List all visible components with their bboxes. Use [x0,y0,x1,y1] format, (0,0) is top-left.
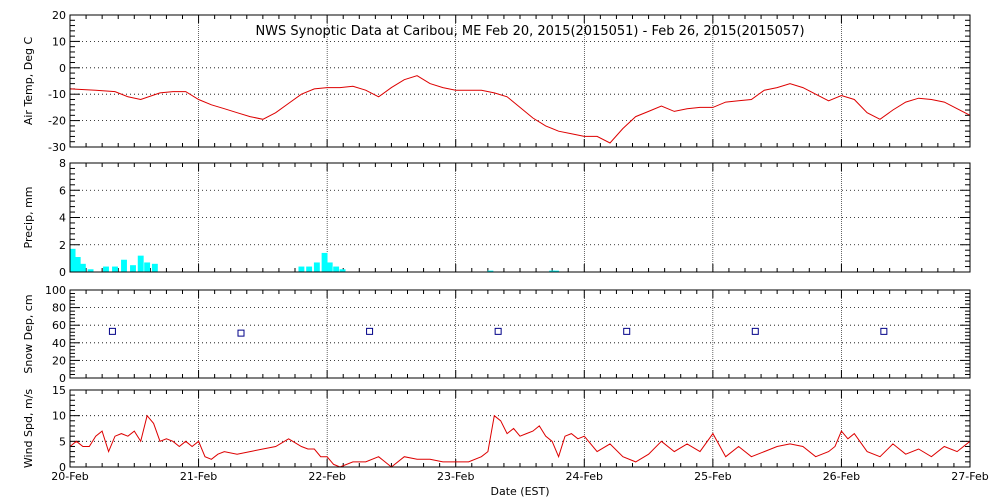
precip-bar [151,263,158,272]
precip-bar [321,252,328,272]
snow-depth-point [237,329,245,337]
precip-bar [121,259,127,272]
precip-bar [553,270,559,272]
series-line [69,75,971,144]
y-axis-label: Snow Dep, cm [22,294,35,373]
precip-bar [339,269,346,272]
y-tick-label: 0 [59,266,66,279]
x-tick-label: 20-Feb [51,470,88,483]
y-tick-label: 0 [59,372,66,385]
precip-bar [112,266,118,272]
x-tick-label: 27-Feb [951,470,988,483]
panel-frame [69,289,971,379]
y-tick-label: -20 [48,115,66,128]
precip-bar [137,255,144,272]
x-tick-label: 21-Feb [180,470,217,483]
x-axis-label: Date (EST) [490,485,549,498]
y-axis-label: Air Temp, Deg C [22,37,35,126]
y-tick-label: -10 [48,88,66,101]
y-tick-label: 20 [52,354,66,367]
y-tick-label: 0 [59,461,66,474]
x-tick-label: 24-Feb [566,470,603,483]
precip-bar [87,269,94,272]
snow-depth-point [366,327,374,335]
y-tick-label: 4 [59,212,66,225]
precip-bar [69,248,76,272]
snow-depth-point [494,327,502,335]
x-tick-label: 22-Feb [308,470,345,483]
precip-bar [79,263,86,272]
precip-bar [74,257,81,272]
precip-bar [313,262,320,272]
panel-frame [69,162,971,273]
precip-bar [130,265,136,272]
y-tick-label: 40 [52,337,66,350]
y-tick-label: 5 [59,435,66,448]
x-tick-label: 26-Feb [823,470,860,483]
precip-bar [333,266,340,272]
y-tick-label: 20 [52,9,66,22]
y-axis-label: Precip, mm [22,187,35,249]
precip-bar [549,270,556,272]
series-line [69,414,971,468]
snow-depth-point [623,327,631,335]
panel-frame [69,14,971,148]
y-tick-label: 6 [59,184,66,197]
x-tick-label: 23-Feb [437,470,474,483]
precip-bar [103,266,109,272]
precip-bar [306,266,313,272]
y-tick-label: 2 [59,239,66,252]
y-tick-label: 0 [59,62,66,75]
precip-bar [144,262,151,272]
y-tick-label: 10 [52,410,66,423]
y-tick-label: 15 [52,384,66,397]
x-tick-label: 25-Feb [694,470,731,483]
panel-1: 0 2 4 6 8 Precip, mm [22,157,971,279]
panel-frame [69,389,971,468]
panels: -30 -20 -10 0 10 20 Air Temp, Deg C 0 2 4 6 8 Precip… [22,9,971,474]
precip-bar [298,266,305,272]
y-tick-label: -30 [48,141,66,154]
y-tick-label: 60 [52,319,66,332]
panel-2: 0 20 40 60 80 100 Snow Dep, cm [22,284,971,385]
snow-depth-point [108,327,116,335]
snow-depth-point [880,327,888,335]
precip-bar [326,262,333,272]
panel-3: 0 5 10 15 Wind Spd, m/s [22,384,971,474]
snow-depth-point [751,327,759,335]
y-tick-label: 80 [52,302,66,315]
chart-title: NWS Synoptic Data at Caribou, ME Feb 20,… [255,24,804,39]
y-tick-label: 100 [45,284,66,297]
x-tick-labels: 20-Feb 21-Feb 22-Feb 23-Feb 24-Feb 25-Feb 26-F… [51,470,988,483]
precip-bar [487,270,494,272]
y-tick-label: 8 [59,157,66,170]
panel-0: -30 -20 -10 0 10 20 Air Temp, Deg C [22,9,971,154]
y-axis-label: Wind Spd, m/s [22,389,35,469]
y-tick-label: 10 [52,35,66,48]
